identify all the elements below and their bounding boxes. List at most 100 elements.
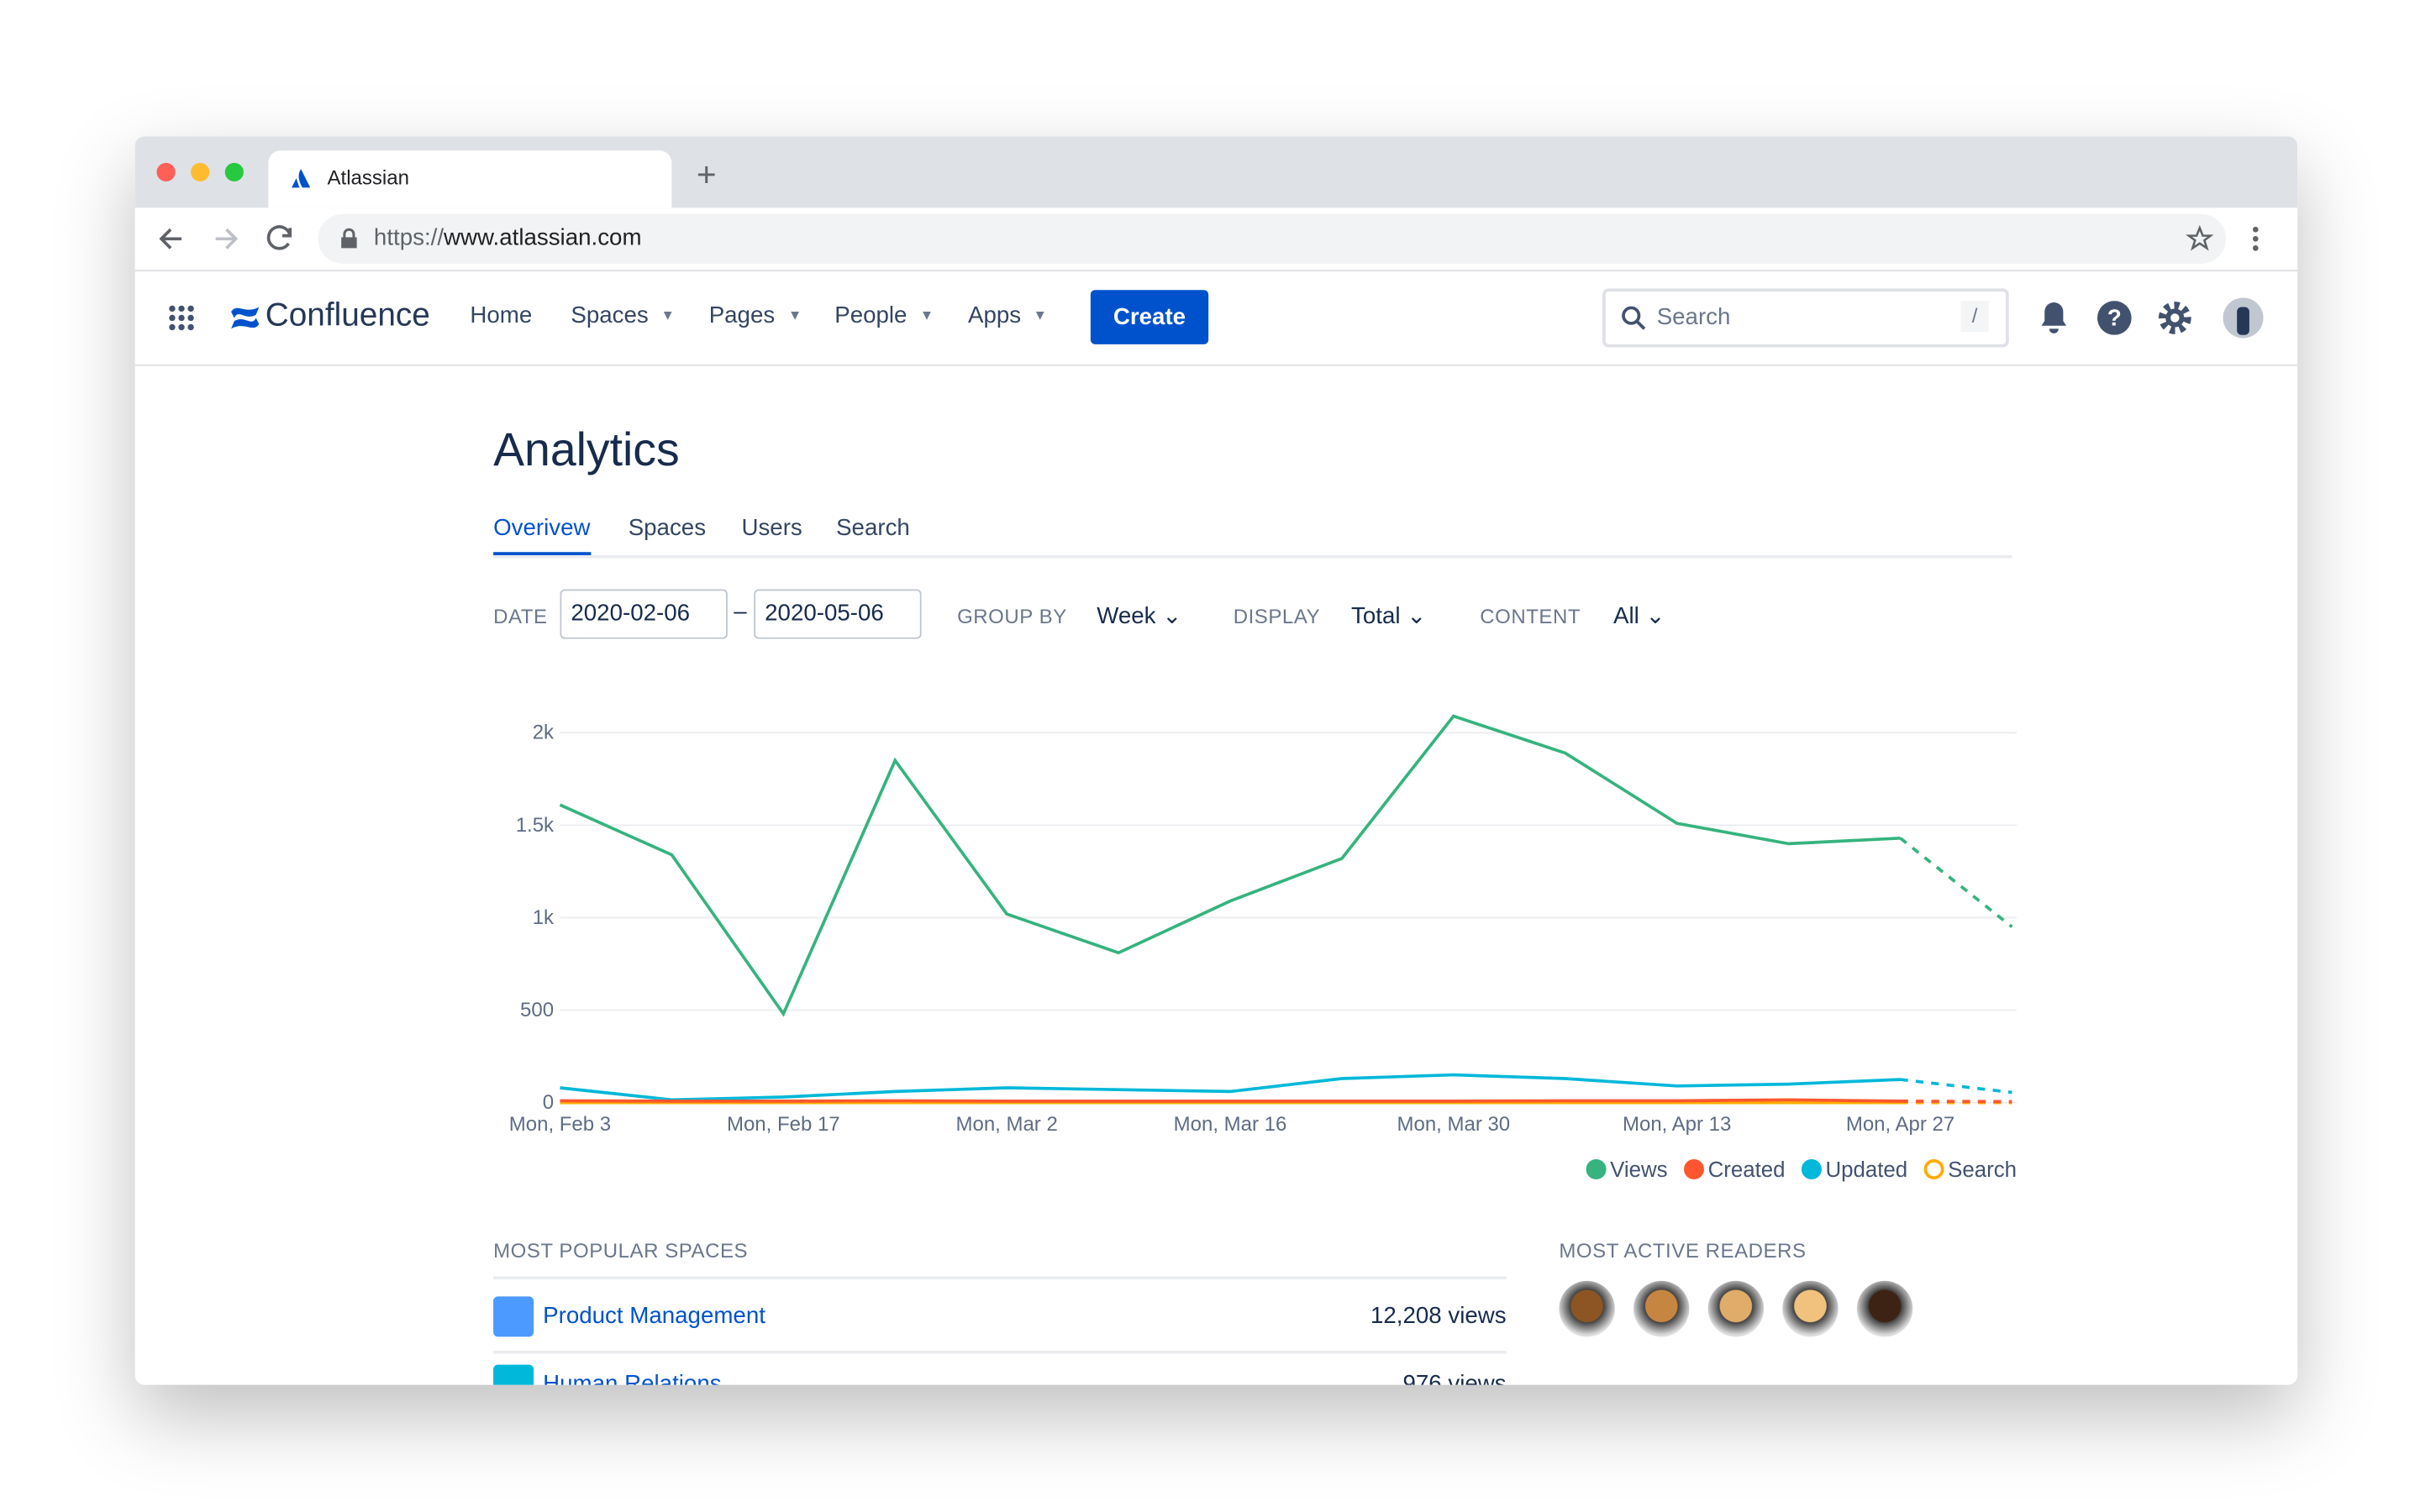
app-switcher[interactable] <box>167 304 195 332</box>
create-button[interactable]: Create <box>1090 290 1209 344</box>
nav-buttons[interactable] <box>156 223 296 255</box>
display-select[interactable]: Total ⌄ <box>1350 603 1427 630</box>
legend-label: Search <box>1948 1158 2017 1182</box>
tab-underline <box>493 552 592 555</box>
new-tab[interactable]: + <box>696 155 717 194</box>
x-tick-label: Mon, Apr 13 <box>1623 1113 1731 1136</box>
nav-item[interactable]: Spaces <box>571 302 649 329</box>
tab-favicon <box>292 169 311 188</box>
lock-icon <box>341 228 357 249</box>
maximize-button[interactable] <box>224 162 244 181</box>
url-scheme: https:// <box>373 224 445 252</box>
legend-label: Views <box>1610 1158 1667 1182</box>
confluence-logo <box>231 307 260 329</box>
dropdown-caret: ▼ <box>660 307 675 323</box>
search-icon <box>1622 306 1646 330</box>
reader-avatar[interactable] <box>1559 1280 1615 1337</box>
display-label: DISPLAY <box>1233 604 1321 628</box>
active-tab[interactable] <box>268 150 672 208</box>
group-value: Week <box>1097 603 1156 630</box>
tab[interactable]: Overivew <box>493 514 591 542</box>
line-projection <box>1900 1100 2012 1104</box>
product-name[interactable]: Confluence <box>265 297 430 333</box>
reader-avatar[interactable] <box>1707 1280 1765 1337</box>
reader-avatar[interactable] <box>1856 1280 1913 1337</box>
readers-heading: MOST ACTIVE READERS <box>1559 1239 1807 1263</box>
legend-swatch <box>1683 1158 1704 1179</box>
popular-heading: MOST POPULAR SPACES <box>493 1239 749 1263</box>
content-value: All <box>1612 603 1639 630</box>
date-separator: – <box>734 598 747 625</box>
help-icon[interactable]: ? <box>2096 301 2132 335</box>
group-label: GROUP BY <box>957 604 1067 628</box>
x-tick-label: Mon, Feb 3 <box>509 1113 611 1136</box>
tab-title: Atlassian <box>327 165 409 190</box>
svg-text:?: ? <box>2107 305 2122 331</box>
group-select[interactable]: Week ⌄ <box>1097 603 1182 630</box>
y-tick-label: 500 <box>520 999 554 1021</box>
legend-swatch <box>1801 1158 1822 1179</box>
url: https://www.atlassian.com <box>374 225 642 251</box>
x-tick-label: Mon, Mar 2 <box>956 1113 1058 1136</box>
reader-avatar[interactable] <box>1633 1280 1690 1337</box>
url-host: www.atlassian.com <box>444 224 642 252</box>
nav-item[interactable]: People <box>834 302 908 329</box>
menu-button[interactable] <box>2251 225 2260 253</box>
date-to[interactable]: 2020-05-06 <box>754 589 922 639</box>
page-title: Analytics <box>493 424 680 476</box>
x-tick-label: Mon, Feb 17 <box>727 1113 840 1136</box>
x-tick-label: Mon, Mar 16 <box>1174 1113 1287 1136</box>
minimize-button[interactable] <box>191 162 210 181</box>
tab[interactable]: Users <box>741 514 802 542</box>
date-from[interactable]: 2020-02-06 <box>560 589 728 639</box>
space-name[interactable]: Product Management <box>543 1302 765 1330</box>
y-tick-label: 0 <box>543 1091 554 1114</box>
search-shortcut: / <box>1960 301 1989 333</box>
search-box[interactable] <box>1602 288 2009 348</box>
settings-icon[interactable] <box>2158 301 2192 335</box>
legend-swatch <box>1586 1158 1607 1179</box>
space-views: 976 views <box>1402 1370 1507 1385</box>
date-label: DATE <box>493 604 548 628</box>
space-icon <box>493 1364 534 1385</box>
rule <box>493 1350 1507 1354</box>
x-tick-label: Mon, Apr 27 <box>1846 1113 1954 1136</box>
reader-avatar[interactable] <box>1782 1280 1839 1337</box>
content-select[interactable]: All ⌄ <box>1612 603 1665 630</box>
bookmark-star[interactable] <box>2186 224 2214 253</box>
display-value: Total <box>1350 603 1401 630</box>
legend-swatch <box>1923 1158 1944 1179</box>
tab[interactable]: Spaces <box>628 514 707 542</box>
nav-item[interactable]: Pages <box>708 302 776 329</box>
app-header <box>134 270 2298 366</box>
nav-item[interactable]: Apps <box>967 302 1022 329</box>
chart: 0 500 1k 1.5k 2k Mon, Feb 3 Mon, Feb 17 Mon, Ma… <box>509 714 2017 1182</box>
tabs-rule <box>493 554 2012 559</box>
line <box>560 1073 1901 1102</box>
dropdown-caret: ▼ <box>919 307 934 323</box>
notifications-icon[interactable] <box>2037 299 2071 336</box>
rule <box>493 1276 1507 1280</box>
x-tick-label: Mon, Mar 30 <box>1397 1113 1511 1136</box>
line-projection <box>1899 837 2013 928</box>
user-avatar[interactable] <box>2223 297 2264 339</box>
tab[interactable]: Search <box>836 514 910 542</box>
space-icon <box>493 1296 534 1337</box>
nav-item[interactable]: Home <box>470 302 533 329</box>
search-placeholder: Search <box>1656 303 1731 331</box>
space-name[interactable]: Human Relations <box>543 1370 722 1385</box>
line <box>560 1098 1901 1103</box>
y-tick-label: 1k <box>533 906 555 929</box>
y-tick-label: 1.5k <box>516 814 555 837</box>
y-tick-label: 2k <box>533 722 555 744</box>
browser-window: Atlassian + https://www.atlassian.com Co… <box>134 136 2298 1385</box>
address-bar[interactable] <box>318 213 2227 264</box>
dropdown-caret: ▼ <box>787 307 802 323</box>
close-button[interactable] <box>156 162 176 181</box>
line-projection <box>1900 1078 2012 1095</box>
legend-label: Updated <box>1825 1158 1907 1182</box>
line <box>559 714 1901 1017</box>
dropdown-caret: ▼ <box>1033 307 1048 323</box>
